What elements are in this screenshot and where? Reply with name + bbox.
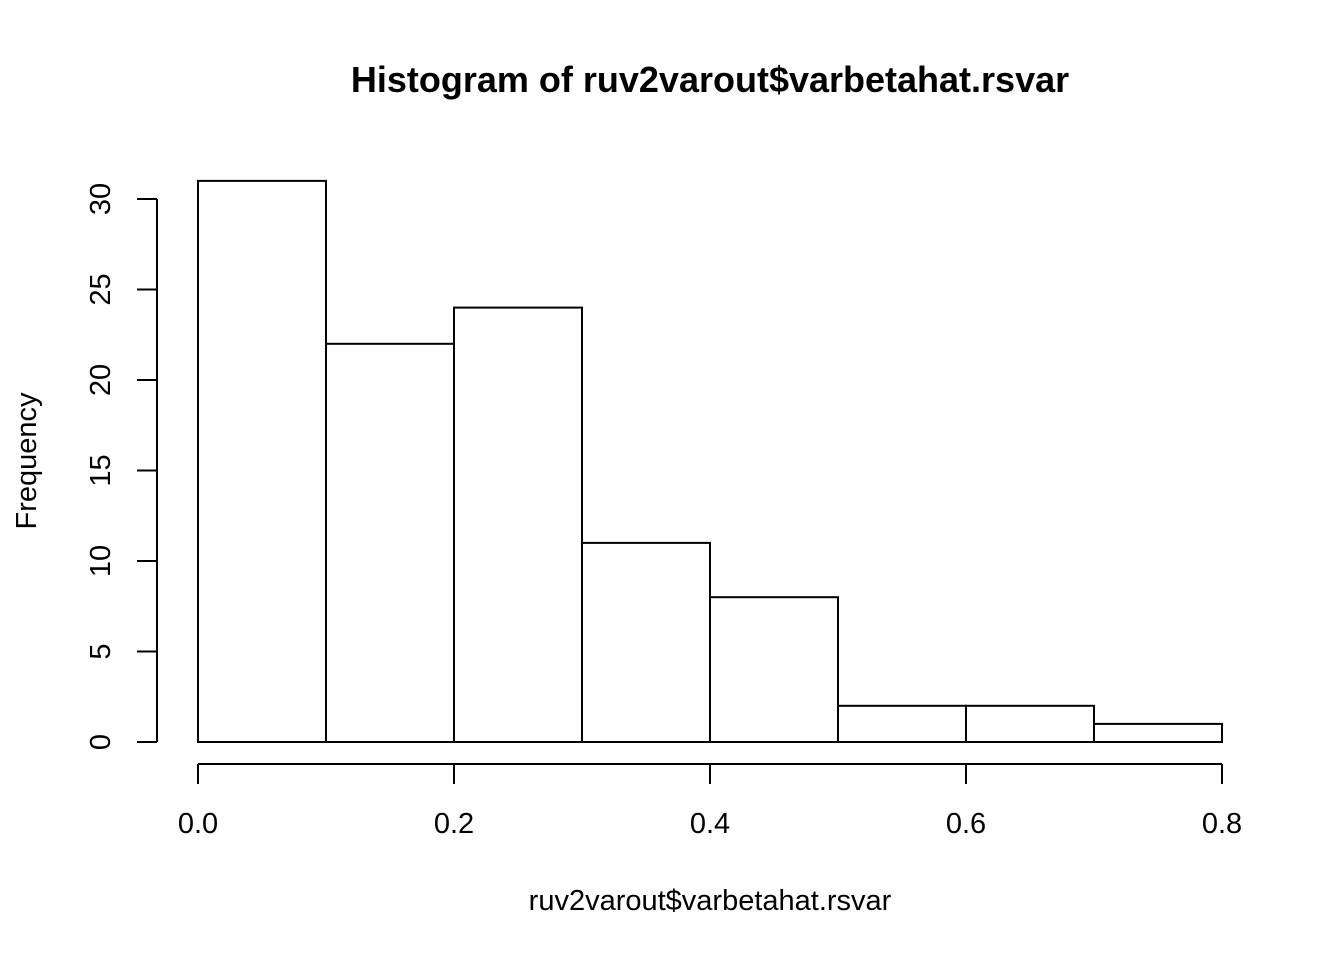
x-tick-label: 0.4 [690, 808, 730, 840]
x-tick-label: 0.6 [946, 808, 986, 840]
y-tick-label: 0 [85, 734, 117, 750]
y-tick-label: 5 [85, 643, 117, 659]
histogram-bar [837, 704, 967, 743]
x-tick-label: 0.8 [1202, 808, 1242, 840]
x-axis-label: ruv2varout$varbetahat.rsvar [529, 885, 892, 917]
chart-title: Histogram of ruv2varout$varbetahat.rsvar [351, 59, 1069, 100]
histogram-bar [965, 704, 1095, 743]
y-tick-label: 20 [85, 364, 117, 396]
histogram-bar [1093, 722, 1223, 744]
y-axis-label: Frequency [11, 392, 43, 530]
x-tick-label: 0.0 [178, 808, 218, 840]
histogram-bar [709, 596, 839, 744]
histogram-bar [197, 179, 327, 743]
bars-group [197, 179, 1223, 744]
y-tick-label: 10 [85, 545, 117, 577]
histogram-bar [453, 306, 583, 743]
x-axis: 0.0 0.2 0.4 0.6 0.8 [178, 763, 1242, 840]
histogram-bar [325, 342, 455, 743]
y-tick-label: 15 [85, 454, 117, 486]
y-tick-label: 25 [85, 273, 117, 305]
histogram-bar [581, 541, 711, 744]
x-tick-label: 0.2 [434, 808, 474, 840]
y-tick-label: 30 [85, 183, 117, 215]
y-axis: 0 5 10 15 20 25 30 [85, 183, 158, 750]
